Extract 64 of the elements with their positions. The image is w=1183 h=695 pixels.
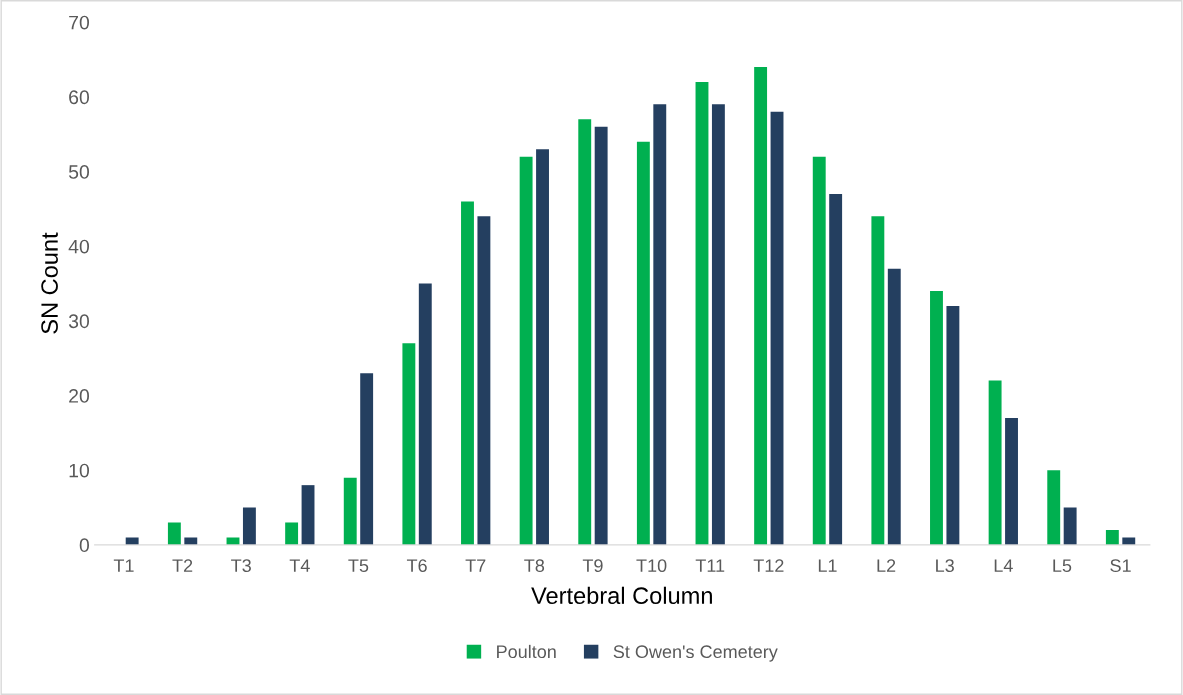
bar — [636, 141, 650, 545]
y-tick-label: 30 — [68, 314, 90, 329]
bar — [871, 216, 885, 545]
bar — [1005, 417, 1018, 545]
y-tick-label: 70 — [69, 15, 90, 30]
x-tick-label: T7 — [465, 559, 486, 572]
bar — [536, 149, 549, 545]
x-tick-label: T5 — [348, 559, 369, 573]
y-tick-label: 20 — [69, 389, 90, 403]
bar — [301, 485, 315, 545]
bar — [1105, 529, 1119, 545]
bar — [653, 104, 667, 545]
y-tick-label: 60 — [69, 90, 90, 105]
bar — [360, 373, 374, 545]
x-tick-label: T4 — [289, 559, 310, 572]
y-tick-label: 50 — [68, 165, 90, 179]
bar — [242, 507, 256, 545]
x-tick-label: T11 — [695, 559, 725, 572]
x-tick-label: S1 — [1110, 559, 1131, 573]
bar — [812, 156, 826, 545]
bar — [418, 283, 432, 545]
x-tick-label: T10 — [636, 559, 667, 573]
bar — [829, 193, 843, 545]
x-tick-label: L3 — [936, 559, 954, 573]
x-tick-label: T12 — [753, 559, 784, 572]
bar — [519, 156, 533, 545]
bar — [184, 537, 198, 545]
bar — [167, 522, 181, 545]
legend-label: Poulton — [497, 644, 556, 659]
bar — [578, 119, 592, 545]
x-tick-label: T6 — [406, 559, 427, 573]
legend-label: St Owen's Cemetery — [613, 645, 778, 662]
bar — [125, 537, 139, 545]
x-tick-label: T1 — [113, 559, 134, 572]
x-tick-label: L5 — [1053, 559, 1072, 573]
x-tick-label: L4 — [994, 559, 1013, 572]
bar — [988, 380, 1002, 545]
y-tick-label: 0 — [79, 538, 90, 553]
bar — [1122, 537, 1136, 545]
bar — [285, 522, 299, 545]
bar — [461, 201, 474, 545]
bar — [402, 343, 416, 545]
y-axis-title: SN Count — [41, 232, 58, 334]
x-axis-title: Vertebral Column — [531, 586, 712, 605]
x-tick-label: T3 — [231, 559, 251, 573]
x-tick-label: T2 — [172, 559, 193, 572]
x-tick-label: L2 — [877, 559, 896, 572]
bar — [477, 216, 491, 545]
bar — [343, 477, 357, 545]
bar — [695, 81, 709, 545]
bar — [946, 305, 960, 545]
bar — [754, 67, 768, 545]
bar — [1063, 507, 1077, 545]
bar — [1047, 470, 1061, 545]
bar — [711, 104, 725, 545]
bar — [887, 268, 901, 545]
y-tick-label: 10 — [69, 463, 90, 478]
x-tick-label: T8 — [524, 559, 545, 573]
bar — [594, 126, 608, 545]
bar — [770, 111, 784, 545]
x-tick-label: L1 — [818, 559, 837, 572]
bar — [930, 291, 943, 545]
x-tick-label: T9 — [582, 559, 603, 573]
y-tick-label: 40 — [68, 239, 90, 254]
